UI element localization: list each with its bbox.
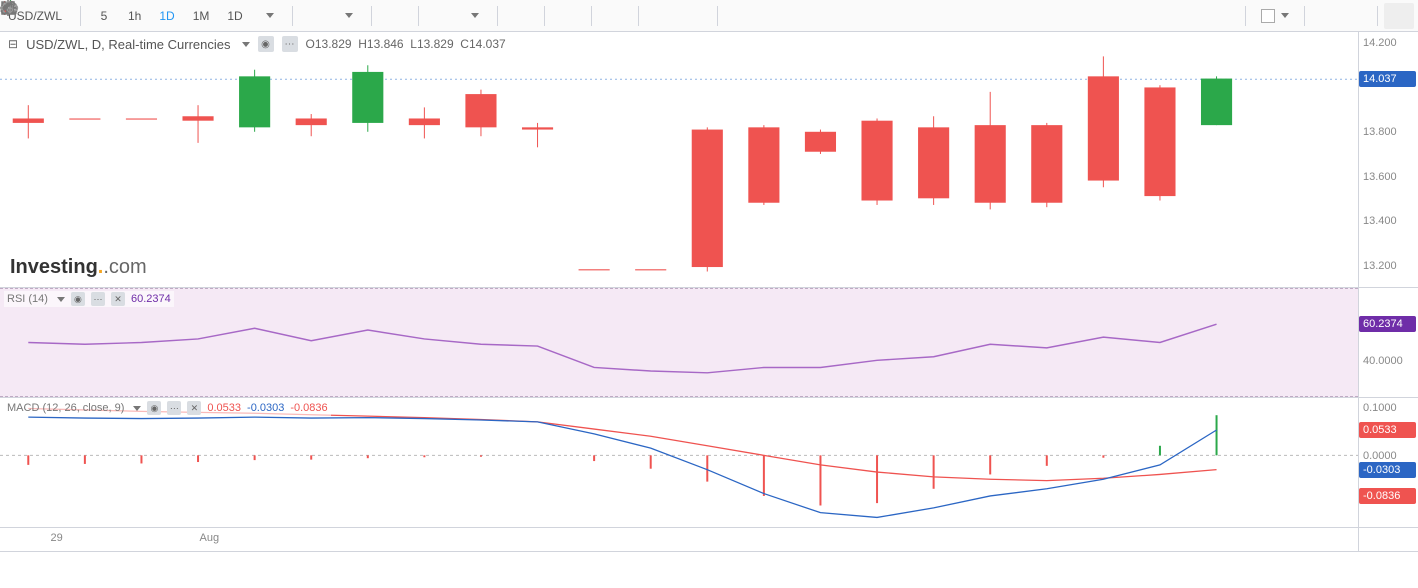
macd-value-tag: 0.0533: [1359, 422, 1416, 438]
time-axis-row: 29 Aug: [0, 528, 1418, 552]
rsi-dropdown[interactable]: [57, 297, 65, 302]
watermark: Investing..com: [10, 256, 147, 279]
toolbar: USD/ZWL 51h1D1M1D: [0, 0, 1418, 32]
rsi-settings-icon[interactable]: ⋯: [91, 292, 105, 306]
price-tick: 14.200: [1363, 37, 1397, 49]
legend-visibility-icon[interactable]: ◉: [258, 36, 274, 52]
time-axis-filler: [1358, 528, 1418, 551]
fullscreen-button[interactable]: [1384, 3, 1414, 29]
price-axis[interactable]: 14.200 13.800 13.600 13.400 13.200 14.037: [1358, 32, 1418, 287]
macd-macd-value: -0.0303: [247, 402, 284, 414]
macd-value-tag: -0.0836: [1359, 488, 1416, 504]
legend-dropdown[interactable]: [242, 42, 250, 47]
legend-symbol: USD/ZWL, D, Real-time Currencies: [26, 37, 230, 52]
time-axis-pane[interactable]: 29 Aug: [0, 528, 1358, 551]
time-label: 29: [50, 532, 62, 544]
legend-close: 14.037: [469, 37, 506, 51]
legend-high: 13.846: [367, 37, 404, 51]
macd-value-tag: -0.0303: [1359, 462, 1416, 478]
macd-tick: 0.1000: [1363, 402, 1397, 414]
legend-low: 13.829: [417, 37, 454, 51]
macd-close-icon[interactable]: ✕: [187, 401, 201, 415]
rsi-axis[interactable]: 60.2374 40.0000: [1358, 288, 1418, 397]
macd-legend: MACD (12, 26, close, 9) ◉ ⋯ ✕ 0.0533 -0.…: [4, 400, 331, 416]
time-label: Aug: [200, 532, 220, 544]
price-chart-row: ⊟ USD/ZWL, D, Real-time Currencies ◉ ⋯ O…: [0, 32, 1418, 288]
rsi-legend: RSI (14) ◉ ⋯ ✕ 60.2374: [4, 291, 174, 307]
macd-pane[interactable]: MACD (12, 26, close, 9) ◉ ⋯ ✕ 0.0533 -0.…: [0, 398, 1358, 527]
macd-hist-value: -0.0836: [290, 402, 327, 414]
macd-signal-value: 0.0533: [207, 402, 241, 414]
legend-open: 13.829: [315, 37, 352, 51]
macd-settings-icon[interactable]: ⋯: [167, 401, 181, 415]
rsi-label: RSI (14): [7, 293, 48, 305]
macd-dropdown[interactable]: [133, 406, 141, 411]
rsi-value: 60.2374: [131, 293, 171, 305]
rsi-svg: [0, 289, 1358, 396]
price-legend: ⊟ USD/ZWL, D, Real-time Currencies ◉ ⋯ O…: [4, 34, 510, 54]
macd-svg: [0, 398, 1358, 527]
legend-toggle-icon[interactable]: ⊟: [8, 37, 18, 51]
macd-label: MACD (12, 26, close, 9): [7, 402, 124, 414]
rsi-row: RSI (14) ◉ ⋯ ✕ 60.2374 60.2374 40.0000: [0, 288, 1418, 398]
macd-visibility-icon[interactable]: ◉: [147, 401, 161, 415]
price-svg: [0, 32, 1358, 287]
rsi-pane[interactable]: RSI (14) ◉ ⋯ ✕ 60.2374: [0, 288, 1358, 397]
price-tick: 13.800: [1363, 126, 1397, 138]
price-chart-pane[interactable]: ⊟ USD/ZWL, D, Real-time Currencies ◉ ⋯ O…: [0, 32, 1358, 287]
watermark-tld: .com: [103, 256, 146, 278]
last-price-tag: 14.037: [1359, 71, 1416, 87]
price-tick: 13.200: [1363, 260, 1397, 272]
price-tick: 13.600: [1363, 171, 1397, 183]
rsi-visibility-icon[interactable]: ◉: [71, 292, 85, 306]
legend-settings-icon[interactable]: ⋯: [282, 36, 298, 52]
macd-axis[interactable]: 0.1000 0.0000 0.0533 -0.0303 -0.0836: [1358, 398, 1418, 527]
price-tick: 13.400: [1363, 215, 1397, 227]
rsi-value-tag: 60.2374: [1359, 316, 1416, 332]
legend-ohlc: O13.829 H13.846 L13.829 C14.037: [306, 37, 506, 51]
rsi-tick: 40.0000: [1363, 355, 1403, 367]
rsi-close-icon[interactable]: ✕: [111, 292, 125, 306]
macd-row: MACD (12, 26, close, 9) ◉ ⋯ ✕ 0.0533 -0.…: [0, 398, 1418, 528]
macd-tick: 0.0000: [1363, 450, 1397, 462]
watermark-brand: Investing: [10, 256, 98, 278]
